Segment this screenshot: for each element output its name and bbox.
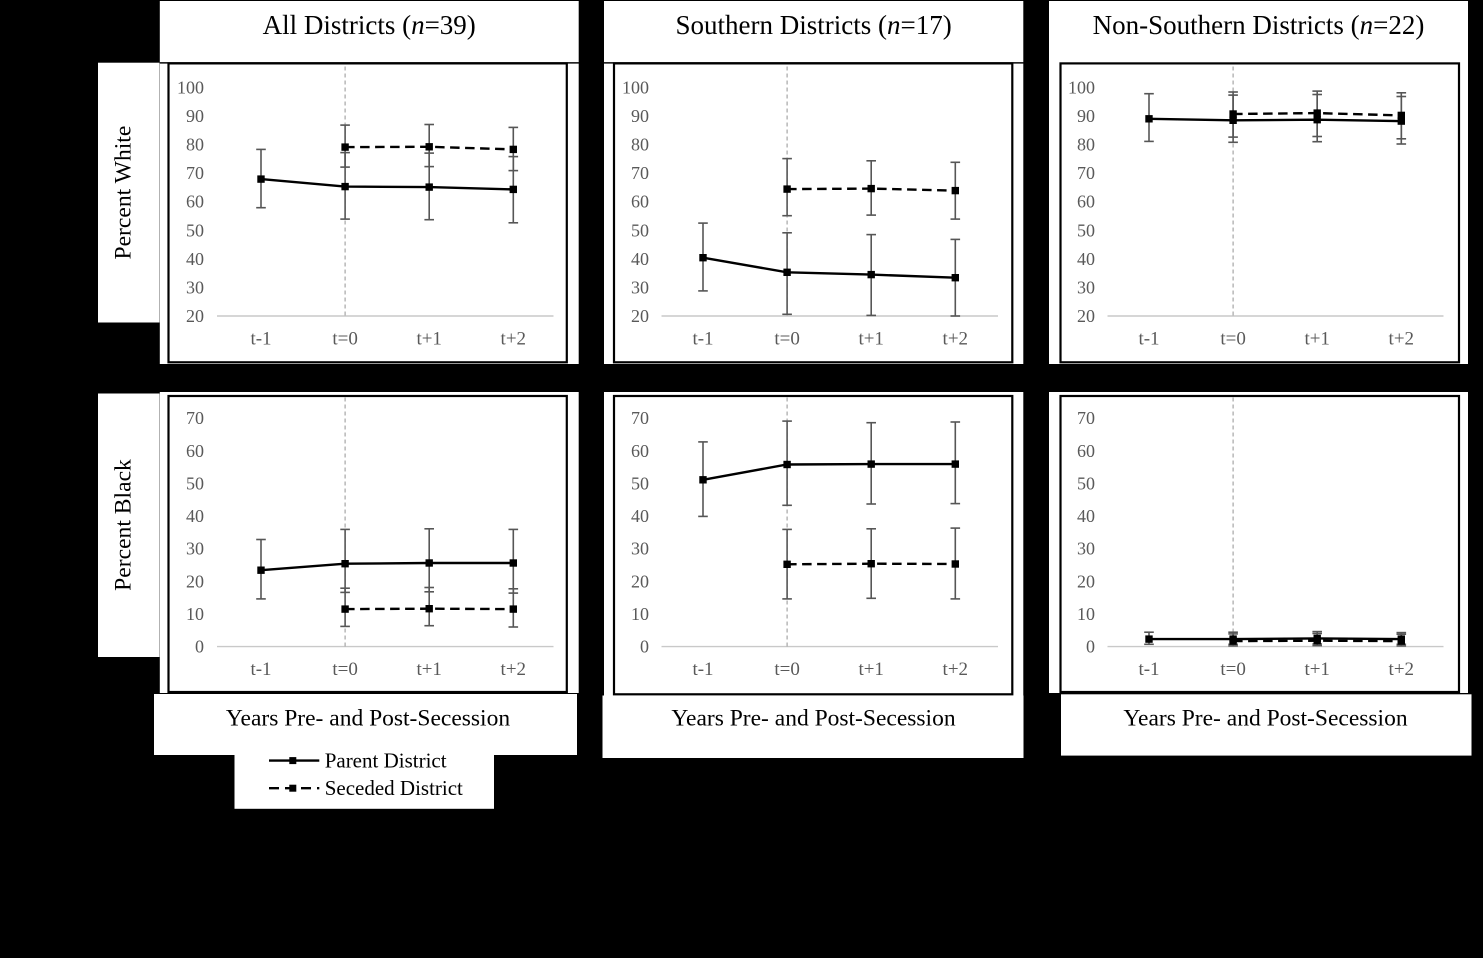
svg-text:t-1: t-1 (692, 659, 713, 680)
svg-text:40: 40 (631, 249, 649, 269)
svg-text:20: 20 (1077, 306, 1095, 326)
svg-text:20: 20 (631, 571, 649, 591)
svg-text:0: 0 (195, 637, 204, 657)
svg-text:10: 10 (1077, 604, 1095, 624)
svg-text:Parent District: Parent District (325, 749, 447, 773)
svg-text:100: 100 (1068, 77, 1095, 97)
svg-text:Years Pre- and Post-Secession: Years Pre- and Post-Secession (671, 705, 955, 731)
svg-text:100: 100 (177, 77, 204, 97)
svg-text:70: 70 (186, 408, 204, 428)
svg-text:70: 70 (186, 163, 204, 183)
svg-text:30: 30 (631, 539, 649, 559)
svg-text:70: 70 (631, 163, 649, 183)
svg-text:60: 60 (631, 441, 649, 461)
svg-text:t+1: t+1 (416, 659, 442, 680)
svg-text:30: 30 (1077, 277, 1095, 297)
svg-text:70: 70 (631, 408, 649, 428)
svg-text:t+1: t+1 (1304, 659, 1330, 680)
svg-text:0: 0 (1086, 637, 1095, 657)
svg-text:t+2: t+2 (501, 659, 527, 680)
svg-text:60: 60 (186, 192, 204, 212)
svg-text:t-1: t-1 (692, 328, 713, 349)
svg-text:20: 20 (1077, 571, 1095, 591)
svg-text:100: 100 (622, 77, 649, 97)
svg-text:80: 80 (1077, 135, 1095, 155)
svg-text:Non-Southern Districts (n=22): Non-Southern Districts (n=22) (1093, 10, 1425, 40)
svg-text:t+1: t+1 (858, 659, 884, 680)
svg-text:20: 20 (186, 306, 204, 326)
svg-text:60: 60 (1077, 192, 1095, 212)
svg-text:10: 10 (186, 604, 204, 624)
svg-text:t=0: t=0 (774, 659, 800, 680)
svg-text:t+1: t+1 (1304, 328, 1330, 349)
svg-text:60: 60 (631, 192, 649, 212)
svg-text:t=0: t=0 (774, 328, 800, 349)
svg-text:50: 50 (631, 473, 649, 493)
svg-text:50: 50 (186, 220, 204, 240)
svg-text:80: 80 (631, 135, 649, 155)
svg-text:20: 20 (186, 571, 204, 591)
svg-text:t+1: t+1 (858, 328, 884, 349)
svg-text:70: 70 (1077, 163, 1095, 183)
svg-text:Percent Black: Percent Black (111, 459, 137, 591)
svg-text:60: 60 (1077, 441, 1095, 461)
svg-text:t-1: t-1 (250, 328, 271, 349)
svg-text:All Districts (n=39): All Districts (n=39) (263, 10, 476, 40)
svg-text:t=0: t=0 (1220, 328, 1246, 349)
svg-text:90: 90 (631, 106, 649, 126)
svg-text:40: 40 (186, 249, 204, 269)
svg-text:60: 60 (186, 441, 204, 461)
svg-text:Percent White: Percent White (111, 126, 137, 260)
svg-text:40: 40 (186, 506, 204, 526)
svg-text:40: 40 (1077, 506, 1095, 526)
svg-text:Years Pre- and Post-Secession: Years Pre- and Post-Secession (226, 705, 510, 731)
svg-text:30: 30 (631, 277, 649, 297)
svg-text:40: 40 (631, 506, 649, 526)
svg-text:30: 30 (186, 539, 204, 559)
svg-text:50: 50 (1077, 473, 1095, 493)
svg-text:t+2: t+2 (943, 659, 969, 680)
svg-text:30: 30 (1077, 539, 1095, 559)
svg-text:50: 50 (1077, 220, 1095, 240)
svg-text:t-1: t-1 (1138, 328, 1159, 349)
svg-text:80: 80 (186, 135, 204, 155)
svg-text:t=0: t=0 (332, 328, 358, 349)
svg-text:90: 90 (1077, 106, 1095, 126)
svg-text:Seceded District: Seceded District (325, 776, 463, 800)
svg-text:t+1: t+1 (416, 328, 442, 349)
svg-text:t+2: t+2 (1389, 328, 1415, 349)
svg-text:50: 50 (186, 473, 204, 493)
svg-text:50: 50 (631, 220, 649, 240)
svg-text:20: 20 (631, 306, 649, 326)
svg-text:40: 40 (1077, 249, 1095, 269)
svg-text:Southern Districts (n=17): Southern Districts (n=17) (675, 10, 951, 40)
svg-text:10: 10 (631, 604, 649, 624)
svg-text:t+2: t+2 (501, 328, 527, 349)
svg-text:t=0: t=0 (332, 659, 358, 680)
svg-text:90: 90 (186, 106, 204, 126)
svg-text:t+2: t+2 (1389, 659, 1415, 680)
svg-text:t+2: t+2 (943, 328, 969, 349)
svg-text:t-1: t-1 (1138, 659, 1159, 680)
svg-text:t=0: t=0 (1220, 659, 1246, 680)
svg-text:Years Pre- and Post-Secession: Years Pre- and Post-Secession (1123, 705, 1407, 731)
svg-text:70: 70 (1077, 408, 1095, 428)
svg-text:0: 0 (640, 637, 649, 657)
svg-text:t-1: t-1 (250, 659, 271, 680)
svg-text:30: 30 (186, 277, 204, 297)
